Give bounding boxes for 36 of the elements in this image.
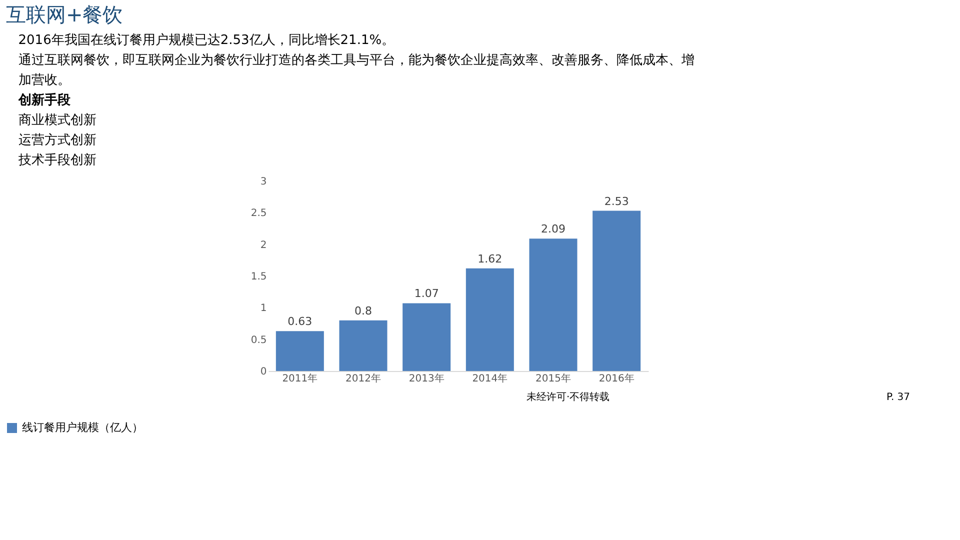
- data-label: 0.8: [354, 304, 372, 318]
- x-tick-label: 2012年: [346, 372, 381, 384]
- x-tick-label: 2013年: [408, 372, 444, 384]
- legend-label: 线订餐用户规模（亿人）: [22, 421, 143, 434]
- y-tick-label: 1.5: [250, 272, 267, 282]
- bar: [466, 268, 514, 371]
- bar: [276, 331, 324, 371]
- text: 运营方式创新: [18, 132, 96, 148]
- bar: [339, 320, 388, 371]
- bar: [402, 303, 451, 371]
- x-tick-label: 2016年: [598, 372, 634, 384]
- x-tick-label: 2011年: [282, 372, 318, 384]
- data-label: 1.62: [478, 252, 502, 266]
- text: 通过互联网餐饮，即互联网企业为餐饮行业打造的各类工具与平台，能为餐饮企业提高效率、改善服务、降低成本、增: [18, 52, 694, 68]
- text: 加营收。: [18, 73, 70, 88]
- bar: [529, 238, 578, 371]
- data-label: 2.53: [604, 194, 629, 208]
- y-tick-label: 2: [260, 240, 267, 251]
- data-label: 2.09: [541, 222, 566, 236]
- text: 2016年我国在线订餐用户规模已达2.53亿人，同比增长21.1%。: [18, 33, 395, 48]
- text: 商业模式创新: [18, 113, 96, 128]
- y-tick-label: 1: [260, 303, 267, 314]
- y-tick-label: 0.5: [250, 334, 267, 346]
- y-tick-label: 2.5: [250, 208, 267, 220]
- text: 创新手段: [17, 92, 72, 108]
- y-tick-label: 0: [260, 366, 267, 378]
- text: P. 37: [886, 392, 910, 403]
- x-tick-label: 2015年: [536, 372, 571, 384]
- y-tick-label: 3: [260, 176, 267, 188]
- text: 互联网+餐饮: [6, 2, 123, 26]
- text: 技术手段创新: [17, 153, 96, 168]
- x-tick-label: 2014年: [472, 372, 508, 384]
- data-label: 0.63: [288, 315, 312, 328]
- text: 未经许可·不得转载: [526, 391, 610, 403]
- bar: [592, 210, 641, 371]
- data-label: 1.07: [414, 287, 439, 300]
